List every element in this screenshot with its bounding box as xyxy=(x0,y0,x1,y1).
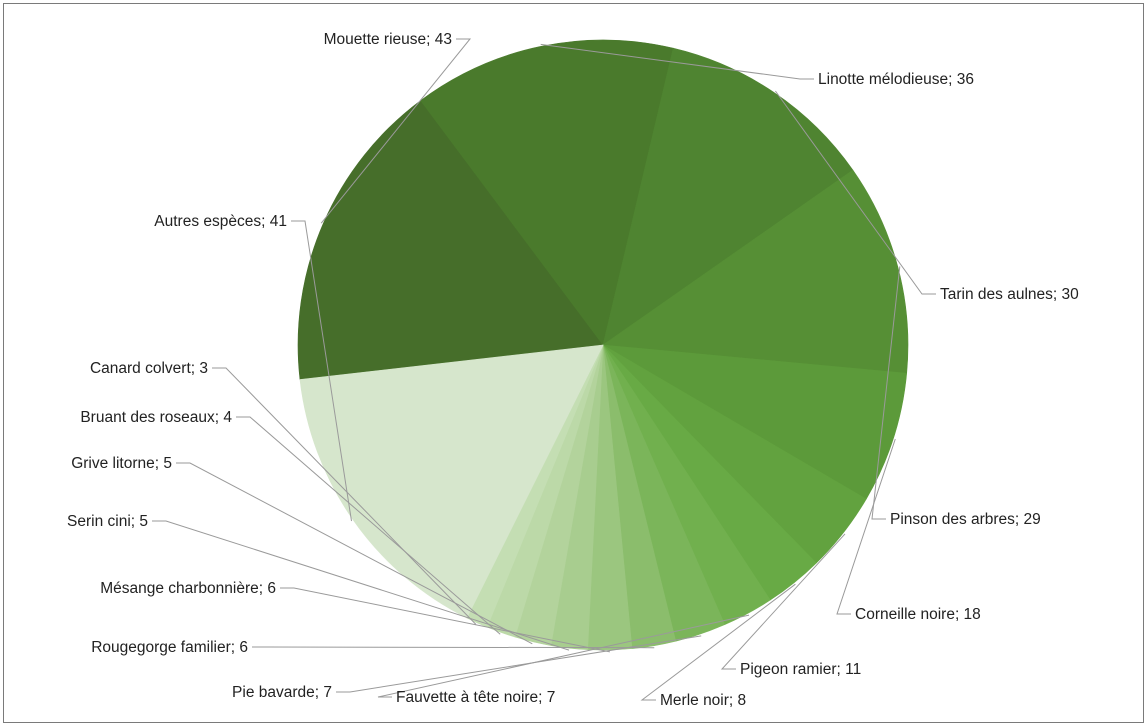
data-label-grive-litorne: Grive litorne; 5 xyxy=(71,455,172,472)
leader-line-fauvette-a-tete-noire xyxy=(377,614,750,698)
data-label-corneille-noire: Corneille noire; 18 xyxy=(855,606,981,623)
leader-line-mesange-charbonniere xyxy=(280,587,610,653)
leader-line-grive-litorne xyxy=(176,462,533,645)
data-label-merle-noir: Merle noir; 8 xyxy=(660,692,746,709)
data-label-fauvette-a-tete-noire: Fauvette à tête noire; 7 xyxy=(396,689,555,706)
data-label-autres-especes: Autres espèces; 41 xyxy=(154,213,287,230)
data-label-bruant-des-roseaux: Bruant des roseaux; 4 xyxy=(80,409,232,426)
pie-slice-tarin-des-aulnes xyxy=(602,47,854,346)
data-label-mouette-rieuse: Mouette rieuse; 43 xyxy=(324,31,452,48)
leader-line-tarin-des-aulnes xyxy=(774,90,936,295)
data-label-linotte-melodieuse: Linotte mélodieuse; 36 xyxy=(818,71,974,88)
leader-line-merle-noir xyxy=(640,583,796,701)
leader-line-rougegorge-familier xyxy=(252,646,655,649)
pie-slice-autres-especes xyxy=(299,344,604,619)
data-label-pinson-des-arbres: Pinson des arbres; 29 xyxy=(890,511,1041,528)
leader-line-canard-colvert xyxy=(212,367,477,625)
leader-line-autres-especes xyxy=(291,220,352,522)
data-label-serin-cini: Serin cini; 5 xyxy=(67,513,148,530)
pie-slice-linotte-melodieuse xyxy=(420,39,674,346)
leader-line-corneille-noire xyxy=(836,438,896,615)
leader-line-pinson-des-arbres xyxy=(871,266,901,520)
data-label-pigeon-ramier: Pigeon ramier; 11 xyxy=(740,661,861,678)
data-label-mesange-charbonniere: Mésange charbonnière; 6 xyxy=(100,580,276,597)
leader-line-mouette-rieuse xyxy=(320,38,472,224)
leader-line-bruant-des-roseaux xyxy=(236,416,501,635)
data-label-rougegorge-familier: Rougegorge familier; 6 xyxy=(91,639,248,656)
leader-lines xyxy=(152,38,936,701)
leader-line-pie-bavarde xyxy=(336,635,702,693)
data-label-canard-colvert: Canard colvert; 3 xyxy=(90,360,208,377)
leader-line-linotte-melodieuse xyxy=(540,43,814,80)
data-label-tarin-des-aulnes: Tarin des aulnes; 30 xyxy=(940,286,1079,303)
leader-line-pigeon-ramier xyxy=(720,533,846,670)
pie-slice-mouette-rieuse xyxy=(297,100,604,380)
pie-slices xyxy=(297,39,909,651)
pie-slice-corneille-noire xyxy=(602,344,908,500)
data-labels: Mouette rieuse; 43 Linotte mélodieuse; 36… xyxy=(67,31,1079,709)
data-label-pie-bavarde: Pie bavarde; 7 xyxy=(232,684,332,701)
pie-slice-pinson-des-arbres xyxy=(602,169,909,374)
leader-line-serin-cini xyxy=(152,520,570,651)
